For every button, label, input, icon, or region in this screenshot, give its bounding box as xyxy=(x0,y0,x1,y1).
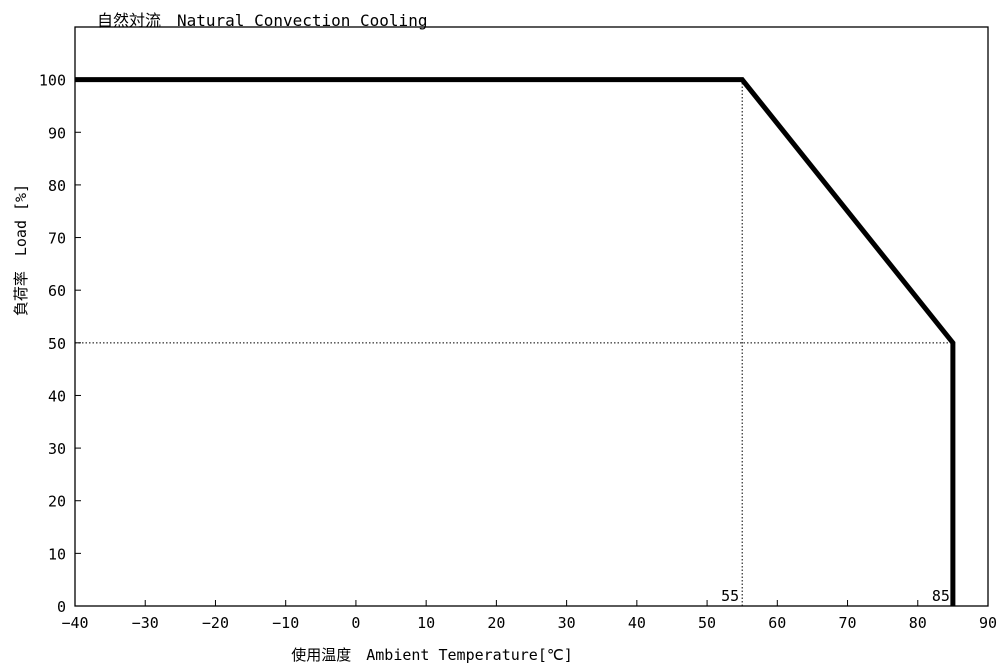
chart-title: 自然対流 Natural Convection Cooling xyxy=(97,11,427,30)
y-tick-label: 40 xyxy=(48,387,66,405)
x-tick-label: 90 xyxy=(979,614,997,632)
y-tick-label: 20 xyxy=(48,493,66,511)
x-tick-label: 80 xyxy=(909,614,927,632)
reference-lines xyxy=(75,79,954,606)
y-axis-ticks: 0 10 20 30 40 50 60 70 80 90 100 xyxy=(39,72,81,616)
x-tick-label: 70 xyxy=(839,614,857,632)
x-tick-label: 20 xyxy=(487,614,505,632)
y-tick-label: 0 xyxy=(57,598,66,616)
x-tick-label: 10 xyxy=(417,614,435,632)
annotation-label: 85 xyxy=(932,587,950,605)
y-tick-label: 50 xyxy=(48,335,66,353)
x-tick-label: 0 xyxy=(351,614,360,632)
y-tick-label: 80 xyxy=(48,177,66,195)
x-axis-ticks: −40 −30 −20 −10 0 10 20 30 40 50 60 70 80 90 xyxy=(61,600,997,632)
series-line-0 xyxy=(75,77,956,606)
y-tick-label: 60 xyxy=(48,282,66,300)
y-tick-label: 30 xyxy=(48,440,66,458)
x-tick-label: 50 xyxy=(698,614,716,632)
x-tick-label: −30 xyxy=(132,614,159,632)
x-tick-label: 60 xyxy=(768,614,786,632)
y-tick-label: 70 xyxy=(48,230,66,248)
plot-frame xyxy=(74,26,989,607)
y-tick-label: 10 xyxy=(48,545,66,563)
x-tick-label: 30 xyxy=(558,614,576,632)
x-tick-label: 40 xyxy=(628,614,646,632)
x-tick-label: −40 xyxy=(61,614,88,632)
y-tick-label: 100 xyxy=(39,72,66,90)
x-tick-label: −20 xyxy=(202,614,229,632)
y-axis-label: 負荷率 Load [%] xyxy=(12,184,30,316)
annotation-label: 55 xyxy=(721,587,739,605)
x-axis-label: 使用温度 Ambient Temperature[℃] xyxy=(291,646,573,664)
y-tick-label: 90 xyxy=(48,124,66,142)
annotation-layer: 55 85 xyxy=(721,587,950,605)
series-layer xyxy=(75,77,956,606)
x-tick-label: −10 xyxy=(272,614,299,632)
